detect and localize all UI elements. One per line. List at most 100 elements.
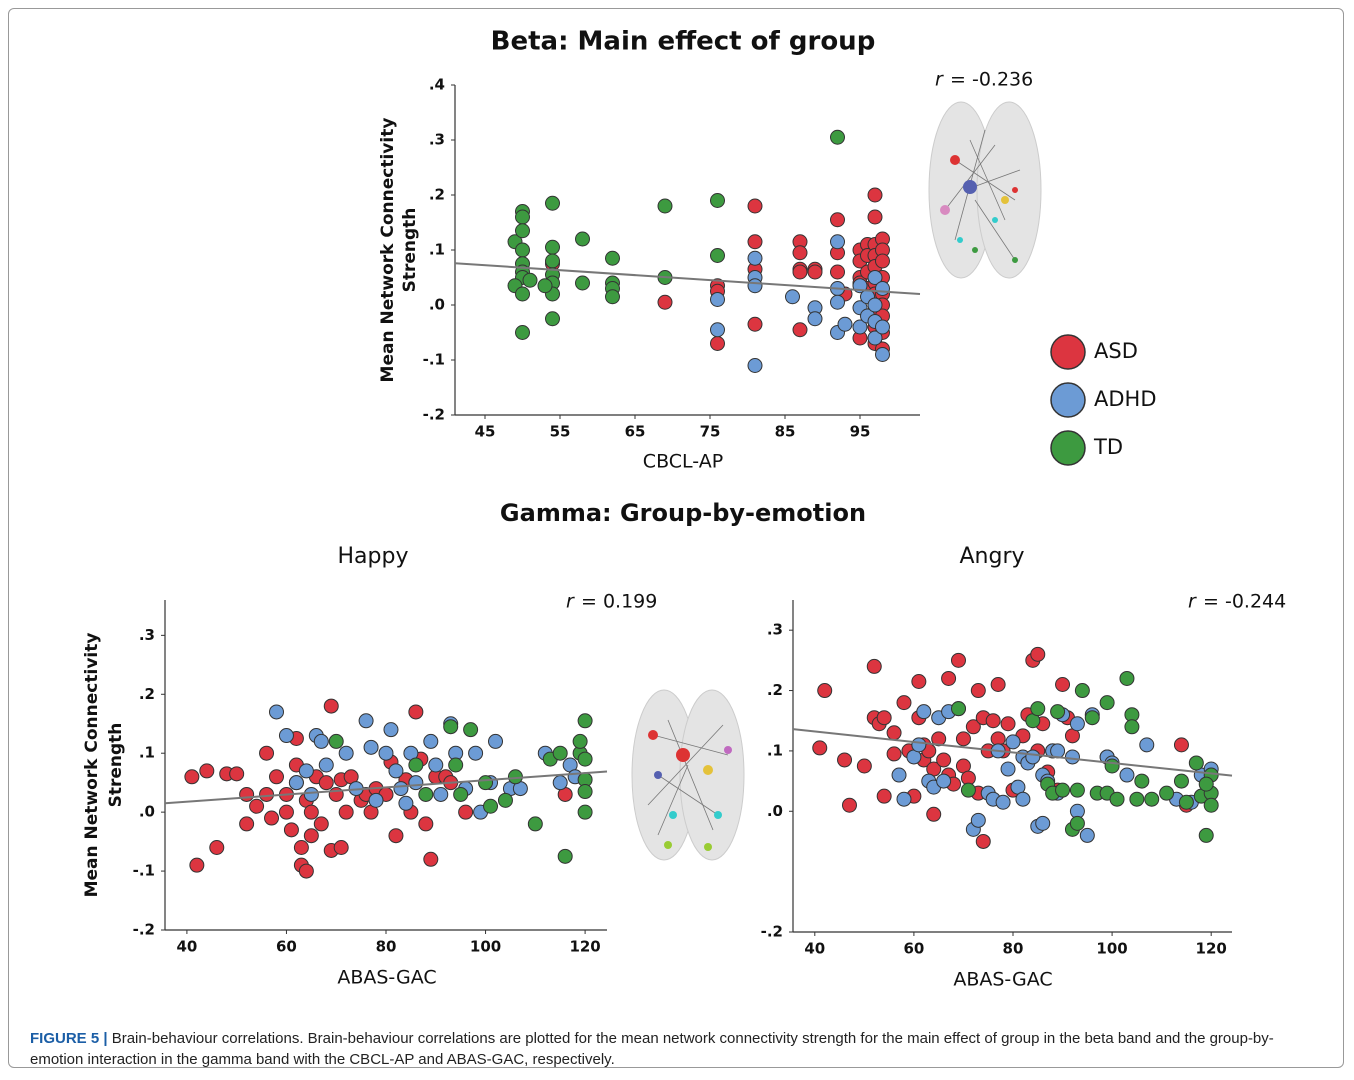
y-tick-label: -.1 — [423, 351, 445, 369]
point — [830, 264, 845, 280]
point — [605, 289, 620, 305]
point — [1030, 701, 1046, 717]
point — [268, 704, 284, 720]
point — [393, 781, 409, 797]
point — [875, 281, 890, 296]
point — [1134, 773, 1150, 789]
points — [184, 698, 593, 879]
point — [313, 816, 329, 832]
caption: FIGURE 5 | Brain-behaviour correlations.… — [30, 1028, 1320, 1070]
point — [303, 828, 319, 844]
point — [1144, 791, 1160, 807]
point — [552, 745, 568, 761]
point — [298, 763, 314, 779]
point — [577, 751, 593, 767]
x-tick-label: 55 — [550, 423, 571, 441]
point — [1000, 761, 1016, 777]
point — [388, 828, 404, 844]
point — [747, 358, 763, 373]
point — [605, 250, 620, 266]
point — [229, 766, 245, 782]
point — [209, 840, 225, 855]
point — [792, 322, 808, 338]
point — [537, 278, 553, 294]
point — [328, 733, 344, 749]
point — [931, 731, 947, 747]
point — [363, 739, 379, 755]
point — [1084, 710, 1100, 726]
point — [1173, 773, 1189, 789]
legend-swatch — [1050, 334, 1086, 370]
y-tick-label: .4 — [429, 76, 445, 94]
annotation-value: = 0.199 — [581, 591, 657, 613]
y-tick-label: .3 — [767, 621, 783, 639]
point — [199, 763, 215, 779]
point — [545, 195, 560, 211]
point — [1025, 749, 1041, 765]
point — [264, 810, 280, 826]
annotation-symbol: r — [566, 591, 575, 613]
x-tick-label: 40 — [176, 938, 197, 956]
point — [483, 798, 499, 814]
point — [278, 728, 294, 744]
legend-swatch — [1050, 430, 1086, 466]
point — [338, 745, 354, 761]
x-tick-label: 80 — [1003, 940, 1024, 958]
point — [867, 209, 883, 225]
x-axis-label: ABAS-GAC — [337, 967, 436, 989]
caption-label: FIGURE 5 | — [30, 1030, 108, 1047]
fit-line — [454, 262, 921, 295]
point — [443, 719, 459, 735]
brain-image — [928, 101, 1042, 279]
point — [1119, 767, 1135, 783]
x-axis-label: CBCL-AP — [643, 451, 723, 473]
point — [710, 248, 725, 263]
point — [1055, 782, 1071, 798]
y-axis-label: Strength — [106, 723, 126, 808]
point — [1109, 791, 1125, 807]
point — [433, 786, 449, 802]
point — [1159, 785, 1175, 801]
point — [875, 319, 890, 335]
point — [423, 733, 439, 749]
point — [941, 670, 957, 686]
point — [428, 757, 444, 773]
point — [527, 816, 543, 832]
point — [383, 722, 399, 738]
point — [545, 239, 560, 255]
point — [955, 731, 971, 747]
point — [1188, 755, 1204, 771]
point — [1119, 670, 1135, 686]
legend-label: TD — [1093, 435, 1123, 459]
point — [1074, 683, 1090, 699]
point — [488, 733, 504, 749]
point — [408, 775, 424, 791]
x-tick-label: 60 — [903, 940, 924, 958]
point — [408, 704, 424, 720]
point — [278, 804, 294, 820]
point — [288, 775, 304, 791]
point — [1005, 734, 1021, 750]
point — [807, 311, 823, 327]
point — [303, 804, 319, 820]
x-tick-label: 65 — [625, 423, 646, 441]
y-tick-label: .0 — [767, 802, 783, 820]
point — [936, 752, 952, 768]
point — [1000, 716, 1016, 732]
point — [965, 719, 981, 735]
point — [950, 652, 966, 668]
point — [478, 775, 494, 791]
point — [318, 775, 334, 791]
point — [792, 264, 808, 280]
point — [911, 673, 927, 689]
point — [970, 683, 986, 699]
point — [747, 316, 763, 332]
point — [995, 794, 1011, 810]
point — [747, 278, 763, 294]
point — [184, 769, 200, 785]
point — [468, 745, 484, 761]
y-tick-label: .0 — [139, 803, 155, 821]
point — [239, 816, 255, 832]
point — [916, 704, 932, 720]
point — [249, 798, 265, 814]
